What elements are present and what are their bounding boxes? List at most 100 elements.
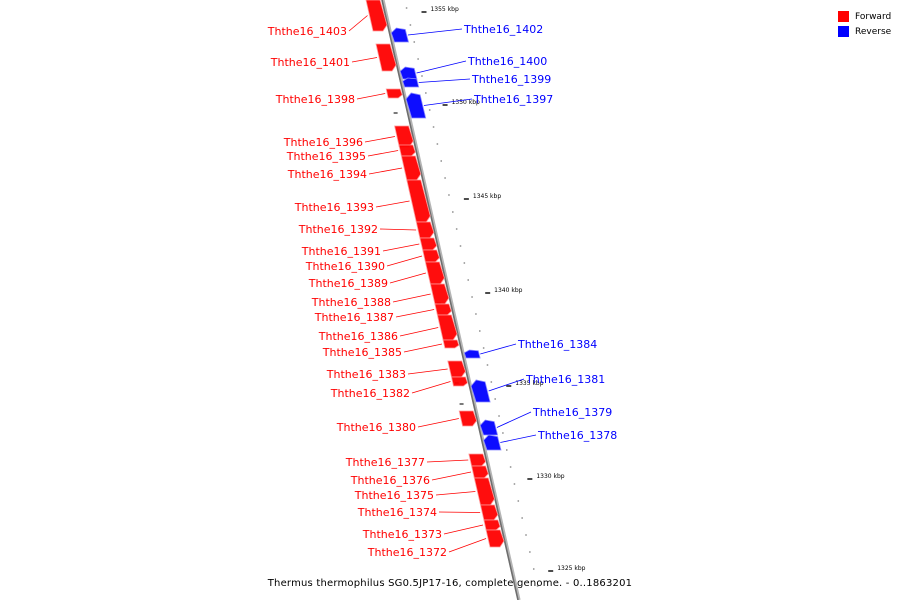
gene-label[interactable]: Ththe16_1383 (326, 368, 406, 381)
gene-ththe16-1393[interactable] (406, 180, 431, 222)
gene-labels: Ththe16_1403 Ththe16_1402 Ththe16_1401 Thth… (267, 15, 617, 559)
gene-highlight (470, 379, 491, 403)
leader-line (443, 524, 484, 535)
tick-label: 1355 kbp (430, 6, 458, 13)
leader-line (416, 60, 467, 74)
gene-ththe16-1392[interactable] (416, 222, 434, 238)
gene-ththe16-1395[interactable] (398, 145, 416, 156)
gene-label[interactable]: Ththe16_1402 (463, 23, 543, 36)
gene-highlight (390, 27, 410, 43)
leader-line (435, 491, 476, 496)
gene-track (365, 0, 505, 548)
gene-label[interactable]: Ththe16_1382 (330, 387, 410, 400)
gene-label[interactable]: Ththe16_1387 (314, 311, 394, 324)
gene-ththe16-1381[interactable] (471, 380, 491, 402)
leader-line (395, 309, 435, 318)
gene-highlight (447, 360, 466, 378)
tick-label: 1350 kbp (452, 99, 480, 106)
leader-line (407, 368, 448, 375)
gene-label[interactable]: Ththe16_1372 (367, 546, 447, 559)
leader-line (351, 57, 378, 63)
gene-label[interactable]: Ththe16_1391 (301, 245, 381, 258)
tick-label: 1330 kbp (536, 473, 564, 480)
leader-line (417, 418, 459, 428)
gene-label[interactable]: Ththe16_1385 (322, 346, 402, 359)
gene-label[interactable]: Ththe16_1401 (270, 56, 350, 69)
legend-forward-label: Forward (855, 11, 892, 22)
gene-label[interactable]: Ththe16_1373 (362, 528, 442, 541)
gene-highlight (479, 504, 499, 521)
gene-highlight (458, 410, 478, 427)
gene-highlight (394, 125, 414, 148)
gene-label[interactable]: Ththe16_1396 (283, 136, 363, 149)
gene-ththe16-1372[interactable] (486, 530, 504, 547)
gene-ththe16-1386[interactable] (437, 315, 458, 340)
gene-label[interactable]: Ththe16_1392 (298, 223, 378, 236)
gene-label[interactable]: Ththe16_1394 (287, 168, 367, 181)
gene-label[interactable]: Ththe16_1380 (336, 421, 416, 434)
gene-ththe16-1398[interactable] (386, 89, 403, 98)
gene-label[interactable]: Ththe16_1381 (525, 373, 605, 386)
gene-ththe16-1389[interactable] (425, 262, 445, 284)
gene-ththe16-1383[interactable] (447, 361, 466, 377)
gene-ththe16-1382[interactable] (451, 377, 468, 386)
gene-ththe16-1376[interactable] (471, 466, 489, 478)
leader-line (431, 471, 472, 481)
gene-ththe16-1384[interactable] (464, 350, 481, 358)
gene-label[interactable]: Ththe16_1377 (345, 456, 425, 469)
axis-shadow (381, 0, 521, 600)
gene-ththe16-1379[interactable] (480, 420, 498, 435)
gene-label[interactable]: Ththe16_1390 (305, 260, 385, 273)
gene-label[interactable]: Ththe16_1397 (473, 93, 553, 106)
gene-highlight (434, 303, 452, 316)
gene-label[interactable]: Ththe16_1393 (294, 201, 374, 214)
gene-ththe16-1385[interactable] (443, 340, 459, 348)
leader-line (386, 255, 423, 267)
leader-line (356, 93, 386, 100)
gene-ththe16-1373[interactable] (483, 520, 501, 530)
leader-line (480, 343, 517, 355)
gene-ththe16-1402[interactable] (391, 28, 409, 42)
gene-ththe16-1396[interactable] (394, 126, 414, 147)
gene-label[interactable]: Ththe16_1388 (311, 296, 391, 309)
gene-label[interactable]: Ththe16_1378 (537, 429, 617, 442)
gene-label[interactable]: Ththe16_1386 (318, 330, 398, 343)
gene-ththe16-1374[interactable] (480, 505, 498, 520)
genome-caption: Thermus thermophilus SG0.5JP17-16, compl… (267, 578, 633, 589)
gene-highlight (406, 179, 431, 223)
gene-label[interactable]: Ththe16_1399 (471, 73, 551, 86)
gene-ththe16-1400[interactable] (400, 67, 417, 79)
gene-ththe16-1391[interactable] (419, 238, 437, 250)
gene-ththe16-1380[interactable] (459, 411, 477, 426)
gene-ththe16-1394[interactable] (401, 156, 421, 180)
gene-highlight (463, 349, 481, 359)
gene-highlight (483, 434, 502, 451)
gene-ththe16-1388[interactable] (430, 284, 449, 304)
gene-label[interactable]: Ththe16_1395 (286, 150, 366, 163)
gene-highlight (424, 261, 445, 285)
reverse-swatch (838, 26, 849, 37)
gene-label[interactable]: Ththe16_1379 (532, 406, 612, 419)
gene-label[interactable]: Ththe16_1403 (267, 25, 347, 38)
gene-label[interactable]: Ththe16_1398 (275, 93, 355, 106)
gene-highlight (405, 92, 427, 119)
gene-ththe16-1399[interactable] (402, 78, 419, 87)
gene-label[interactable]: Ththe16_1400 (467, 55, 547, 68)
leader-line (379, 228, 417, 231)
leader-line (448, 538, 487, 553)
gene-ththe16-1378[interactable] (483, 435, 501, 450)
gene-ththe16-1387[interactable] (434, 304, 452, 315)
gene-highlight (473, 477, 495, 506)
tick-label: 1325 kbp (557, 565, 585, 572)
gene-label[interactable]: Ththe16_1375 (354, 489, 434, 502)
leader-line (423, 98, 473, 106)
gene-label[interactable]: Ththe16_1384 (517, 338, 597, 351)
gene-ththe16-1401[interactable] (376, 44, 397, 71)
gene-ththe16-1390[interactable] (422, 250, 440, 262)
gene-label[interactable]: Ththe16_1374 (357, 506, 437, 519)
gene-ththe16-1377[interactable] (468, 454, 486, 466)
gene-label[interactable]: Ththe16_1389 (308, 277, 388, 290)
leader-line (418, 78, 471, 83)
gene-label[interactable]: Ththe16_1376 (350, 474, 430, 487)
